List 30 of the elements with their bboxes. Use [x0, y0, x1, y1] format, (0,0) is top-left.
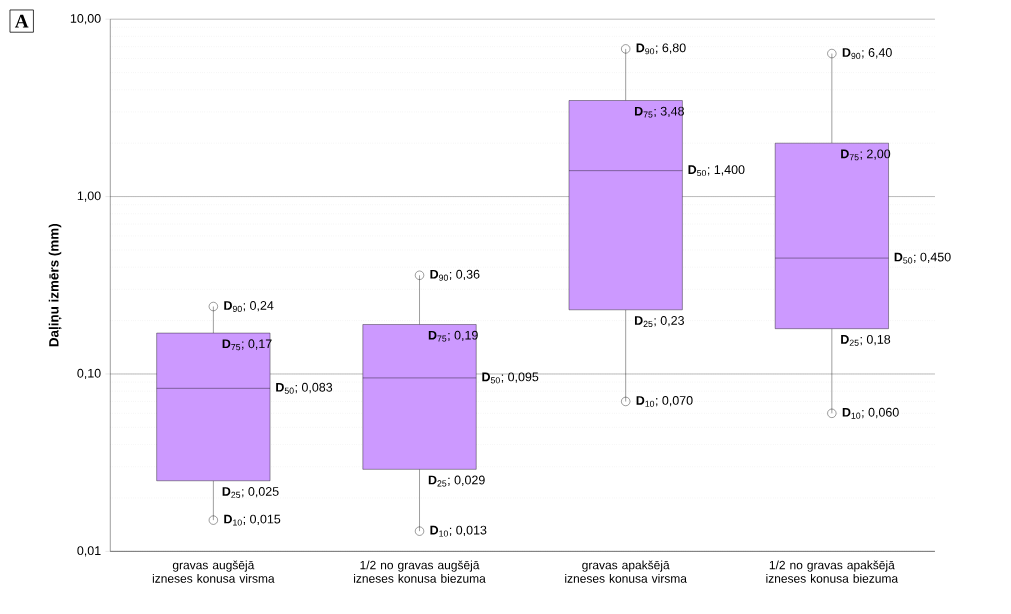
annotation: D$_{90}$; 0,24	[224, 301, 274, 313]
annotation: D$_{75}$; 0,19	[428, 330, 478, 342]
annotation: D$_{75}$; 2,00	[841, 149, 891, 161]
text: A	[14, 14, 29, 28]
y-axis-title: Daļiņu izmērs (mm)	[48, 224, 62, 347]
annotation: D$_{50}$; 0,450	[894, 252, 951, 264]
annotation: D$_{90}$; 6,40	[842, 48, 892, 60]
annotation: D$_{50}$; 1,400	[688, 165, 745, 177]
x-tick-label: gravas augšējā izneses konusa virsma	[152, 560, 275, 583]
y-tick-label: 1,00	[77, 191, 101, 202]
x-tick-label: 1/2 no gravas apakšējā izneses konusa biezuma	[766, 560, 899, 583]
y-tick-label: 10,00	[70, 14, 101, 25]
annotation: D$_{10}$; 0,060	[842, 408, 899, 419]
annotation: D$_{25}$; 0,025	[222, 487, 279, 499]
annotation: D$_{10}$; 0,070	[636, 396, 693, 408]
y-tick-label: 0,01	[77, 546, 101, 557]
annotation: D$_{25}$; 0,23	[634, 316, 684, 328]
annotation: D$_{75}$; 0,17	[222, 339, 272, 351]
annotation: D$_{10}$; 0,013	[430, 525, 487, 537]
annotation: D$_{25}$; 0,029	[428, 475, 485, 487]
annotation: D$_{75}$; 3,48	[634, 106, 684, 118]
annotation: D$_{50}$; 0,083	[276, 383, 333, 394]
annotation: D$_{25}$; 0,18	[841, 335, 891, 347]
x-tick-label: gravas apakšējā izneses konusa virsma	[565, 560, 687, 583]
annotation: D$_{90}$; 6,80	[636, 43, 686, 55]
annotation: D$_{10}$; 0,015	[224, 514, 281, 526]
x-tick-label: 1/2 no gravas augšējā izneses konusa biezuma	[354, 560, 486, 583]
y-tick-label: 0,10	[77, 368, 101, 380]
annotation: D$_{90}$; 0,36	[430, 269, 480, 281]
annotation: D$_{50}$; 0,095	[482, 372, 539, 384]
